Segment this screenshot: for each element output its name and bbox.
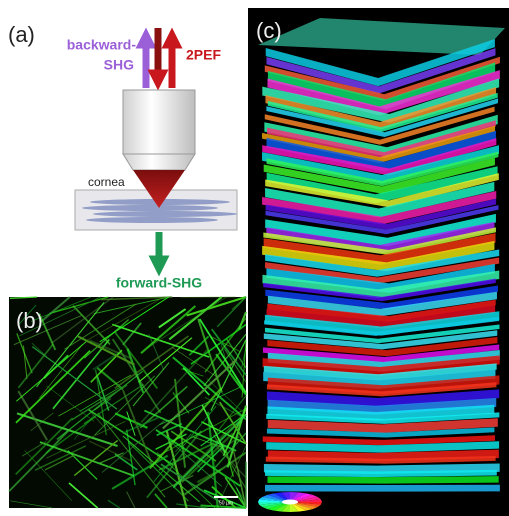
objective (123, 90, 195, 154)
layer (265, 485, 500, 492)
panel-b (9, 297, 246, 508)
label-text: 2PEF (186, 47, 221, 63)
color-wheel-center (282, 500, 298, 505)
panel-c-overlay: (c) (256, 18, 282, 43)
scale-bar-label: 50 µm (219, 500, 233, 506)
label-text: SHG (104, 57, 134, 73)
panel-a: (a) backward- SHG 2PEF cornea forward-SH… (8, 22, 237, 291)
panel-label: (c) (256, 18, 282, 43)
panel-label: (a) (8, 22, 35, 47)
layer (267, 476, 498, 483)
figure: (a) backward- SHG 2PEF cornea forward-SH… (0, 0, 509, 516)
label-text: forward-SHG (116, 275, 202, 291)
page: {"panel_a": {"label": "(a)", "backward_l… (0, 0, 509, 516)
panel-label: (b) (16, 308, 43, 333)
label-text: backward- (67, 37, 137, 53)
label-text: cornea (88, 175, 125, 189)
panel-c (248, 8, 509, 516)
objective-tip (123, 154, 195, 170)
